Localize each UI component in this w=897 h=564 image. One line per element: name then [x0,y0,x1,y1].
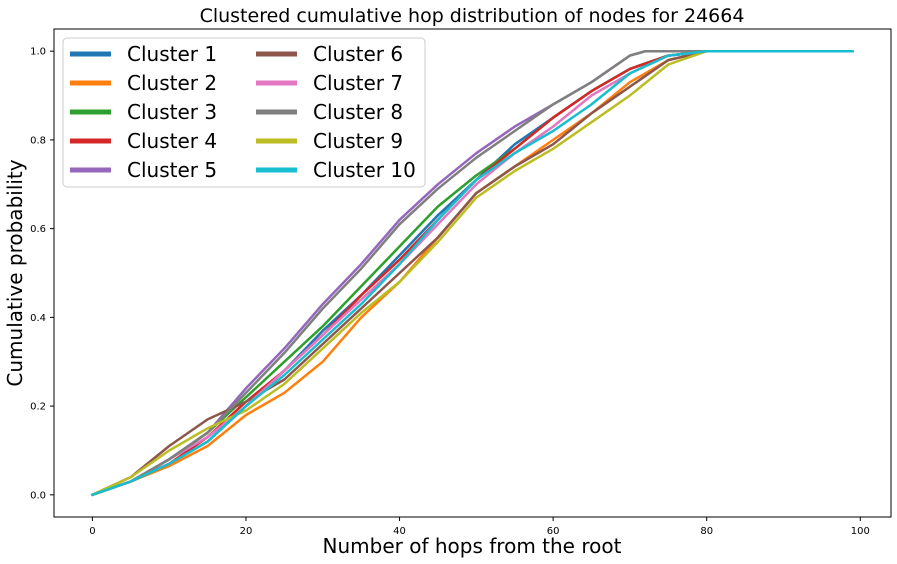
x-tick-label: 60 [547,526,560,537]
x-axis-title: Number of hops from the root [323,534,622,558]
x-tick-label: 80 [700,526,713,537]
legend-label-cluster-3: Cluster 3 [127,100,217,124]
legend-label-cluster-7: Cluster 7 [313,71,403,95]
y-tick-label: 0.0 [30,490,46,501]
x-tick-label: 0 [89,526,95,537]
legend-label-cluster-5: Cluster 5 [127,158,217,182]
y-tick-label: 0.6 [30,224,46,235]
legend-label-cluster-10: Cluster 10 [313,158,416,182]
series-line-cluster-2 [91,49,854,497]
chart-title: Clustered cumulative hop distribution of… [200,5,745,27]
legend-box [62,37,426,188]
y-tick-label: 0.8 [30,135,46,146]
series-line-cluster-8 [91,49,854,497]
x-axis: 0 20 40 60 80 100 [89,517,870,537]
series-line-cluster-9 [91,49,854,497]
x-tick-label: 20 [240,526,253,537]
y-tick-label: 0.2 [30,402,46,413]
y-tick-label: 0.4 [30,313,46,324]
legend: Cluster 1 Cluster 2 Cluster 3 Cluster 4 Clus… [62,37,426,188]
legend-label-cluster-6: Cluster 6 [313,42,403,66]
x-tick-label: 100 [851,526,870,537]
legend-label-cluster-4: Cluster 4 [127,129,217,153]
y-tick-label: 1.0 [30,47,46,58]
plot-frame [53,28,892,518]
legend-label-cluster-2: Cluster 2 [127,71,217,95]
legend-label-cluster-1: Cluster 1 [127,42,217,66]
x-tick-label: 40 [393,526,406,537]
series-line-cluster-6 [91,49,854,497]
series-line-cluster-10 [91,49,854,497]
y-axis: 0.0 0.2 0.4 0.6 0.8 1.0 [30,47,54,501]
legend-label-cluster-8: Cluster 8 [313,100,403,124]
legend-label-cluster-9: Cluster 9 [313,129,403,153]
series-lines [91,49,854,497]
y-axis-title: Cumulative probability [3,159,27,386]
